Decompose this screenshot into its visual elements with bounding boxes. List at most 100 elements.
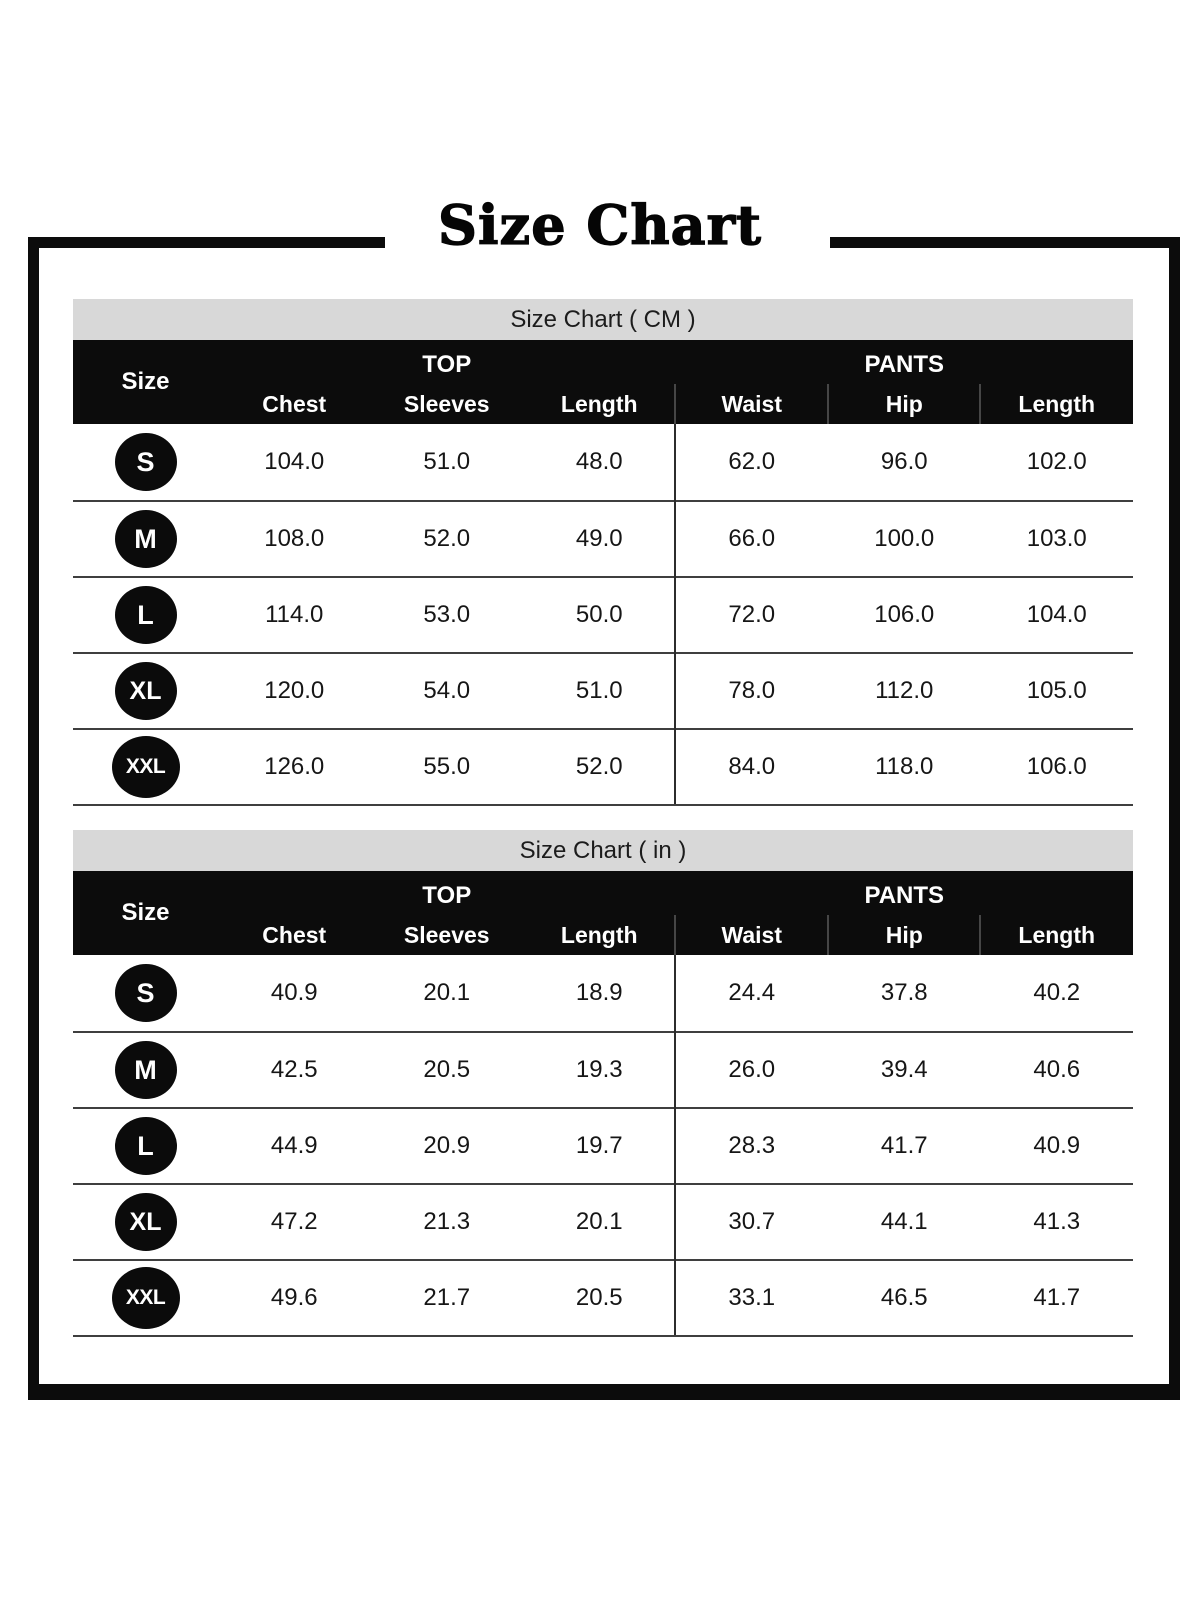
measurement-cell: 120.0 bbox=[264, 677, 325, 704]
measurement-cell: 20.5 bbox=[423, 1056, 471, 1083]
table-row: M 108.0 52.0 49.0 66.0 100.0 103.0 bbox=[73, 500, 1133, 576]
measurement-cell: 40.9 bbox=[1033, 1132, 1081, 1159]
size-badge: XXL bbox=[111, 1267, 180, 1329]
table-row: S 104.0 51.0 48.0 62.0 96.0 102.0 bbox=[73, 424, 1133, 500]
header-group-top: TOP Chest Sleeves Length bbox=[218, 871, 676, 955]
measurement-cell: 103.0 bbox=[1026, 525, 1087, 552]
table-row: XL 120.0 54.0 51.0 78.0 112.0 105.0 bbox=[73, 652, 1133, 728]
measurement-cell: 41.7 bbox=[1033, 1284, 1081, 1311]
measurement-cell: 20.1 bbox=[575, 1208, 623, 1235]
measurement-cell: 54.0 bbox=[423, 677, 471, 704]
measurement-cell: 108.0 bbox=[264, 525, 325, 552]
column-header-waist: Waist bbox=[721, 921, 783, 948]
measurement-cell: 30.7 bbox=[728, 1208, 776, 1235]
measurement-cell: 49.0 bbox=[575, 525, 623, 552]
size-badge: M bbox=[114, 510, 177, 568]
size-badge: L bbox=[114, 586, 177, 644]
measurement-cell: 26.0 bbox=[728, 1056, 776, 1083]
size-badge: XXL bbox=[111, 736, 180, 798]
measurement-cell: 39.4 bbox=[880, 1056, 928, 1083]
column-header-length: Length bbox=[560, 390, 638, 417]
table-row: M 42.5 20.5 19.3 26.0 39.4 40.6 bbox=[73, 1031, 1133, 1107]
size-badge: L bbox=[114, 1117, 177, 1175]
header-column-divider bbox=[674, 915, 676, 955]
measurement-cell: 20.9 bbox=[423, 1132, 471, 1159]
measurement-cell: 49.6 bbox=[270, 1284, 318, 1311]
measurement-cell: 46.5 bbox=[880, 1284, 928, 1311]
measurement-cell: 41.3 bbox=[1033, 1208, 1081, 1235]
column-header-sleeves: Sleeves bbox=[403, 921, 490, 948]
frame-title-gap bbox=[385, 237, 830, 248]
size-column-header: Size bbox=[121, 368, 170, 395]
measurement-cell: 20.1 bbox=[423, 979, 471, 1006]
column-header-chest: Chest bbox=[262, 921, 327, 948]
table-row: S 40.9 20.1 18.9 24.4 37.8 40.2 bbox=[73, 955, 1133, 1031]
measurement-cell: 40.2 bbox=[1033, 979, 1081, 1006]
size-badge: XL bbox=[114, 1193, 177, 1251]
column-header-sleeves: Sleeves bbox=[403, 390, 490, 417]
measurement-cell: 118.0 bbox=[875, 753, 934, 780]
top-pants-divider bbox=[674, 955, 676, 1335]
decorative-frame: Size Chart ( CM ) Size TOP Chest Sleeves… bbox=[28, 237, 1180, 1400]
table-title-band: Size Chart ( CM ) bbox=[73, 299, 1133, 340]
measurement-cell: 55.0 bbox=[423, 753, 471, 780]
measurement-cell: 105.0 bbox=[1026, 677, 1087, 704]
measurement-cell: 51.0 bbox=[575, 677, 623, 704]
size-badge: S bbox=[114, 433, 177, 491]
group-label-pants: PANTS bbox=[864, 351, 945, 378]
measurement-cell: 47.2 bbox=[270, 1208, 318, 1235]
measurement-cell: 44.9 bbox=[270, 1132, 318, 1159]
column-header-length: Length bbox=[560, 921, 638, 948]
measurement-cell: 42.5 bbox=[270, 1056, 318, 1083]
measurement-cell: 24.4 bbox=[728, 979, 776, 1006]
measurement-cell: 37.8 bbox=[880, 979, 928, 1006]
measurement-cell: 84.0 bbox=[728, 753, 776, 780]
measurement-cell: 21.3 bbox=[423, 1208, 471, 1235]
measurement-cell: 48.0 bbox=[575, 448, 623, 475]
size-badge: XL bbox=[114, 662, 177, 720]
measurement-cell: 52.0 bbox=[423, 525, 471, 552]
top-pants-divider bbox=[674, 424, 676, 804]
measurement-cell: 104.0 bbox=[264, 448, 325, 475]
measurement-cell: 40.6 bbox=[1033, 1056, 1081, 1083]
measurement-cell: 106.0 bbox=[1026, 753, 1087, 780]
table-row: L 114.0 53.0 50.0 72.0 106.0 104.0 bbox=[73, 576, 1133, 652]
header-group-pants: PANTS Waist Hip Length bbox=[676, 340, 1134, 424]
measurement-cell: 62.0 bbox=[728, 448, 776, 475]
table-row: XL 47.2 21.3 20.1 30.7 44.1 41.3 bbox=[73, 1183, 1133, 1259]
measurement-cell: 21.7 bbox=[423, 1284, 471, 1311]
header-column-divider bbox=[827, 384, 829, 424]
measurement-cell: 33.1 bbox=[728, 1284, 776, 1311]
measurement-cell: 51.0 bbox=[423, 448, 471, 475]
size-badge: M bbox=[114, 1041, 177, 1099]
group-label-top: TOP bbox=[422, 351, 472, 378]
measurement-cell: 19.7 bbox=[575, 1132, 623, 1159]
measurement-cell: 53.0 bbox=[423, 601, 471, 628]
measurement-cell: 44.1 bbox=[880, 1208, 928, 1235]
header-column-divider bbox=[827, 915, 829, 955]
measurement-cell: 41.7 bbox=[880, 1132, 928, 1159]
measurement-cell: 19.3 bbox=[575, 1056, 623, 1083]
measurement-cell: 20.5 bbox=[575, 1284, 623, 1311]
table-title-band: Size Chart ( in ) bbox=[73, 830, 1133, 871]
measurement-cell: 52.0 bbox=[575, 753, 623, 780]
size-table-cm: Size Chart ( CM ) Size TOP Chest Sleeves… bbox=[73, 299, 1133, 806]
measurement-cell: 112.0 bbox=[875, 677, 934, 704]
size-column-header: Size bbox=[121, 899, 170, 926]
size-table-in: Size Chart ( in ) Size TOP Chest Sleeves… bbox=[73, 830, 1133, 1337]
measurement-cell: 106.0 bbox=[874, 601, 935, 628]
measurement-cell: 96.0 bbox=[880, 448, 928, 475]
header-column-divider bbox=[979, 384, 981, 424]
table-row: XXL 126.0 55.0 52.0 84.0 118.0 106.0 bbox=[73, 728, 1133, 804]
header-group-top: TOP Chest Sleeves Length bbox=[218, 340, 676, 424]
page-title: Size Chart bbox=[437, 193, 762, 257]
table-row: L 44.9 20.9 19.7 28.3 41.7 40.9 bbox=[73, 1107, 1133, 1183]
measurement-cell: 114.0 bbox=[265, 601, 324, 628]
table-header: Size TOP Chest Sleeves Length PANTS Wais… bbox=[73, 871, 1133, 955]
measurement-cell: 126.0 bbox=[264, 753, 325, 780]
header-group-pants: PANTS Waist Hip Length bbox=[676, 871, 1134, 955]
group-label-top: TOP bbox=[422, 882, 472, 909]
measurement-cell: 78.0 bbox=[728, 677, 776, 704]
header-column-divider bbox=[979, 915, 981, 955]
